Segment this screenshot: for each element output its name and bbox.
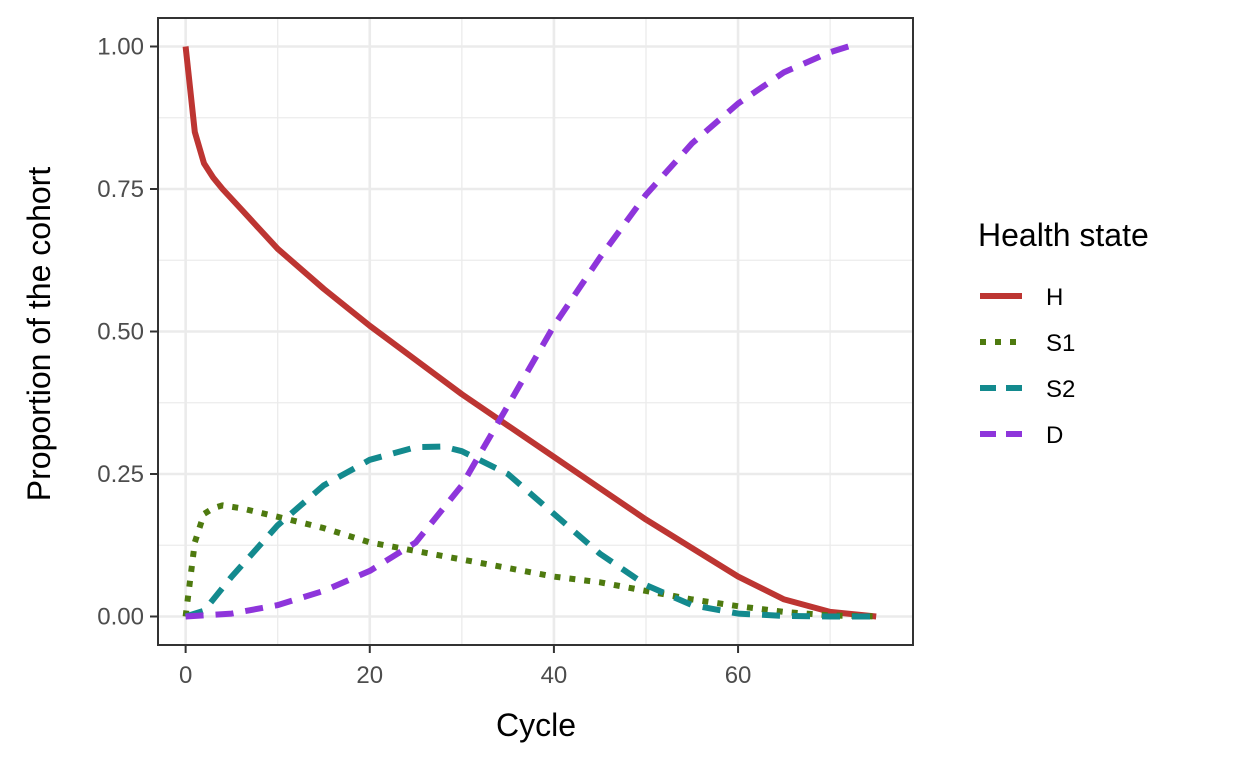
legend-label-s2: S2 <box>1046 376 1075 403</box>
x-tick-label: 40 <box>541 662 568 689</box>
legend-label-d: D <box>1046 422 1063 449</box>
legend-title: Health state <box>978 217 1149 253</box>
y-axis-title: Proportion of the cohort <box>21 167 57 502</box>
x-tick-label: 20 <box>356 662 383 689</box>
legend: Health state H S1 S2 D <box>978 217 1149 449</box>
y-axis-ticks: 0.00 0.25 0.50 0.75 1.00 <box>97 34 158 631</box>
series-line-s1 <box>182 502 877 620</box>
y-tick-label: 0.25 <box>97 461 144 488</box>
plot-panel <box>157 17 914 646</box>
x-tick-label: 60 <box>725 662 752 689</box>
series-line-s2 <box>184 443 877 620</box>
y-tick-label: 1.00 <box>97 34 144 61</box>
legend-items: H S1 S2 D <box>980 284 1075 449</box>
series-line-d <box>185 43 850 620</box>
x-axis-ticks: 0 20 40 60 <box>179 645 751 689</box>
y-tick-label: 0.50 <box>97 319 144 346</box>
y-tick-label: 0.75 <box>97 176 144 203</box>
series-line-h <box>182 46 877 620</box>
legend-label-h: H <box>1046 284 1063 311</box>
y-tick-label: 0.00 <box>97 604 144 631</box>
x-axis-title: Cycle <box>496 707 576 743</box>
legend-label-s1: S1 <box>1046 330 1075 357</box>
x-tick-label: 0 <box>179 662 192 689</box>
